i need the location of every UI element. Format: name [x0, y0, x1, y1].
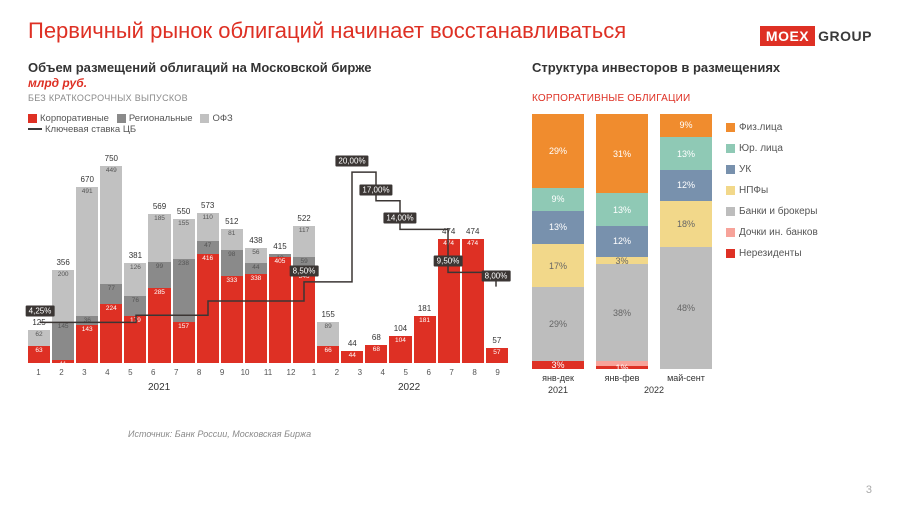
bar-col: 4444 [341, 351, 363, 363]
legend-item: Физ.лица [726, 122, 818, 133]
bar-col: 6868 [365, 345, 387, 363]
legend-item: НПФы [726, 185, 818, 196]
bar-col: 41510405 [269, 254, 291, 363]
rate-label: 14,00% [383, 213, 416, 224]
stacked-col: 9%13%12%18%48% [660, 114, 712, 369]
year-2022: 2022 [398, 382, 420, 393]
right-title: Структура инвесторов в размещениях [532, 60, 872, 75]
rate-label: 17,00% [359, 184, 392, 195]
swatch-reg [117, 114, 126, 123]
swatch-corp [28, 114, 37, 123]
bar-col: 474474 [462, 239, 484, 363]
rate-label: 8,00% [482, 270, 511, 281]
year-2021: 2021 [148, 382, 170, 393]
left-title: Объем размещений облигаций на Московской… [28, 60, 508, 90]
bar-col: 57311047416 [197, 213, 219, 363]
bar-col: 67049136143 [76, 187, 98, 363]
bar-col: 1256263 [28, 330, 50, 363]
source-note: Источник: Банк России, Московская Биржа [128, 429, 508, 439]
stacked-year-labels: 2021 2022 [532, 385, 712, 395]
right-legend: Физ.лица Юр. лица УК НПФы Банки и брокеры Доч… [726, 122, 818, 269]
left-legend: Корпоративные Региональные ОФЗ Ключевая … [28, 113, 508, 135]
x-axis-labels: 123456789101112123456789 [28, 368, 508, 377]
legend-item: Дочки ин. банков [726, 227, 818, 238]
content-row: Объем размещений облигаций на Московской… [28, 60, 872, 439]
swatch-ofz [200, 114, 209, 123]
investor-structure-chart: 29%9%13%17%29%3%31%13%12%3%38%1%9%13%12%… [532, 114, 872, 395]
legend-item: Нерезиденты [726, 248, 818, 259]
bar-col: 5128198333 [221, 229, 243, 363]
bar-col: 52211759346 [293, 226, 315, 363]
left-subtitle-small: БЕЗ КРАТКОСРОЧНЫХ ВЫПУСКОВ [28, 93, 508, 103]
legend-item: Юр. лица [726, 143, 818, 154]
bar-col: 5757 [486, 348, 508, 363]
bar-col: 550155238157 [173, 219, 195, 363]
stacked-xlabels: янв-декянв-февмай-сент [532, 373, 712, 383]
bar-col: 56918599285 [148, 214, 170, 363]
legend-item: УК [726, 164, 818, 175]
swatch-rate-line [28, 128, 42, 130]
bar-col: 35620014511 [52, 270, 74, 363]
bar-col: 1558966 [317, 322, 339, 363]
bar-col: 104104 [389, 336, 411, 363]
stacked-col: 29%9%13%17%29%3% [532, 114, 584, 369]
legend-item: Банки и брокеры [726, 206, 818, 217]
rate-label: 20,00% [335, 156, 368, 167]
right-subtitle: КОРПОРАТИВНЫЕ ОБЛИГАЦИИ [532, 93, 872, 104]
rate-label: 9,50% [434, 256, 463, 267]
right-panel: Структура инвесторов в размещениях КОРПО… [532, 60, 872, 439]
rate-label: 8,50% [290, 265, 319, 276]
left-panel: Объем размещений облигаций на Московской… [28, 60, 508, 439]
page-number: 3 [866, 484, 872, 496]
bar-col: 4385644338 [245, 248, 267, 363]
bar-col: 181181 [414, 316, 436, 364]
page-title: Первичный рынок облигаций начинает восст… [28, 18, 872, 44]
stacked-bars-wrap: 29%9%13%17%29%3%31%13%12%3%38%1%9%13%12%… [532, 114, 712, 395]
stacked-bars: 29%9%13%17%29%3%31%13%12%3%38%1%9%13%12%… [532, 114, 712, 369]
volume-chart: 1256263356200145116704913614375044977224… [28, 143, 508, 393]
logo: MOEXGROUP [760, 26, 872, 46]
stacked-col: 31%13%12%3%38%1% [596, 114, 648, 369]
rate-label: 4,25% [26, 306, 55, 317]
logo-text: GROUP [818, 28, 872, 44]
bar-col: 75044977224 [100, 166, 122, 363]
bar-col: 38112676179 [124, 263, 146, 363]
logo-box: MOEX [760, 26, 815, 46]
slide: Первичный рынок облигаций начинает восст… [0, 0, 900, 506]
